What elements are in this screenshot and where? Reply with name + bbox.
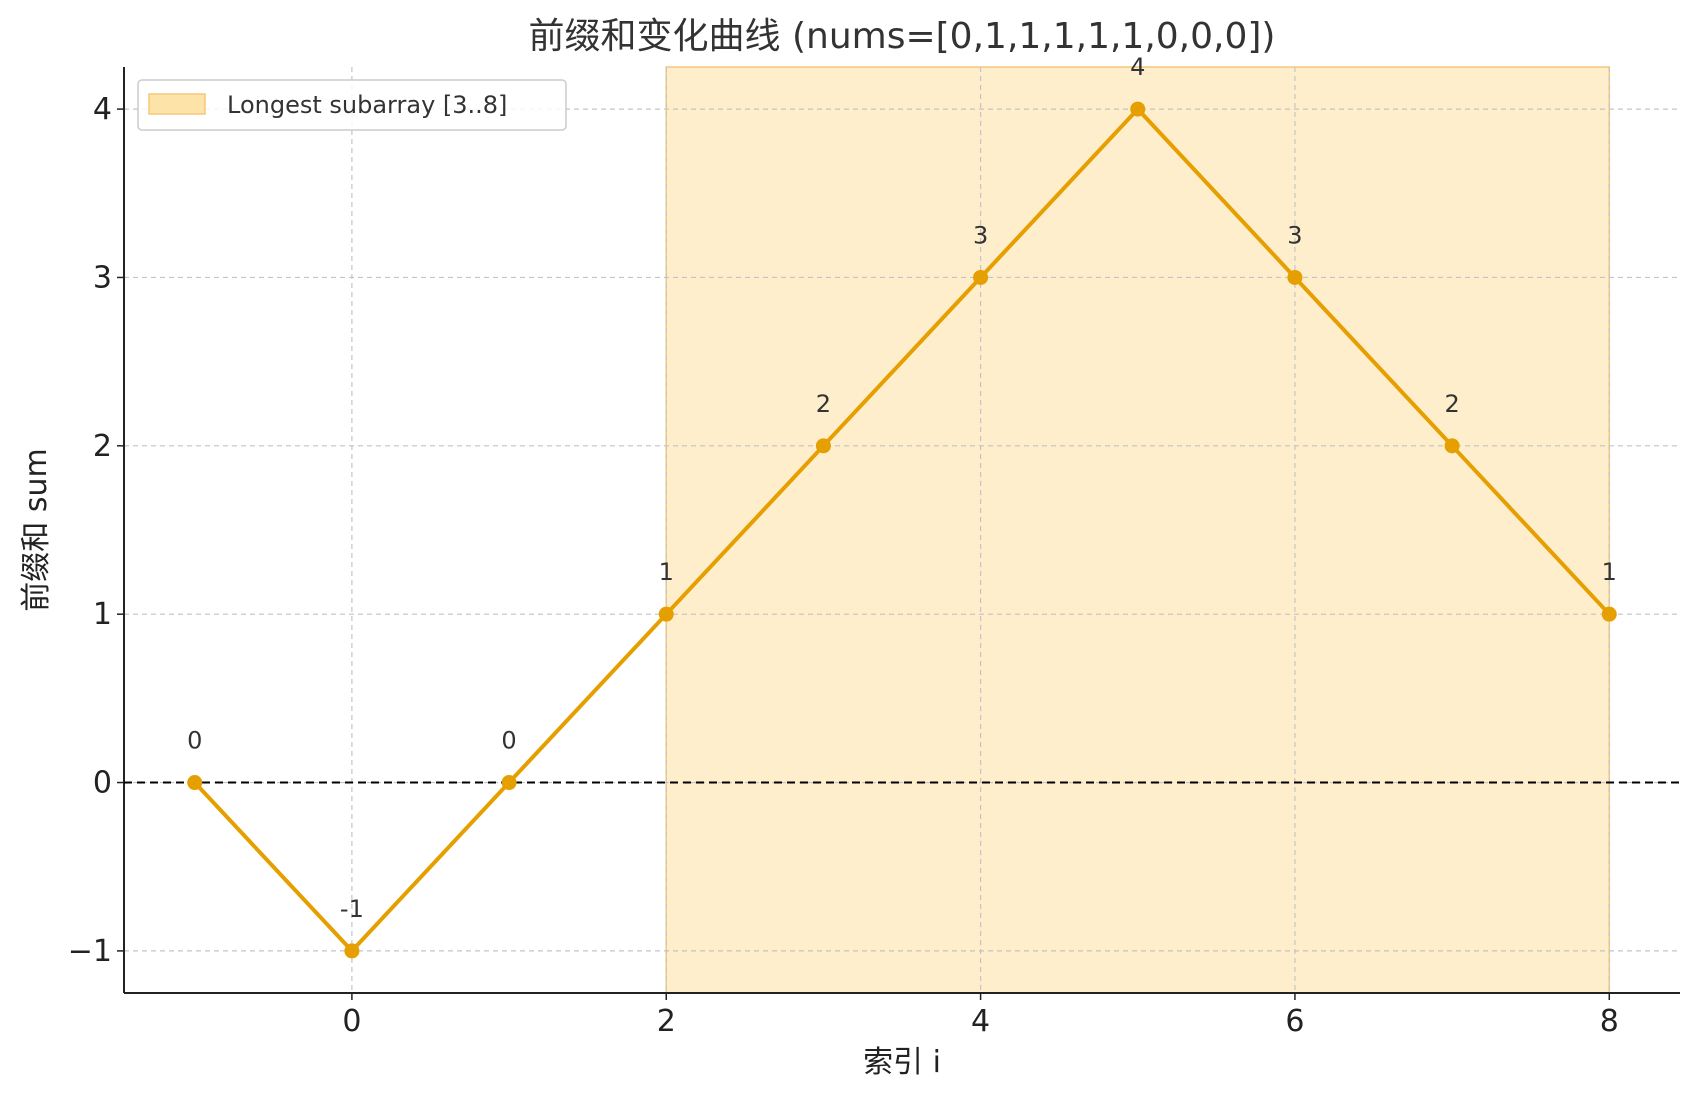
- axes-layer: 0 2 4 6 8 −1 0 1 2 3 4: [68, 67, 1680, 1039]
- highlight-layer: [665, 66, 1611, 994]
- data-label: 3: [973, 221, 988, 249]
- grid-layer: [124, 67, 1680, 993]
- x-tick-label: 2: [657, 1004, 676, 1039]
- y-tick-label: 4: [93, 92, 112, 127]
- data-label: 4: [1130, 53, 1145, 81]
- y-tick-label: 3: [93, 260, 112, 295]
- labels-layer: 0 -1 0 1 2 3 4 3 2 1: [187, 53, 1617, 923]
- data-label: 2: [816, 390, 831, 418]
- data-point: [658, 606, 674, 622]
- legend-swatch: [148, 93, 206, 115]
- data-label: 3: [1287, 221, 1302, 249]
- series-layer: [124, 101, 1680, 959]
- y-tick-label: 2: [93, 429, 112, 464]
- chart-title: 前缀和变化曲线 (nums=[0,1,1,1,1,1,0,0,0]): [529, 16, 1276, 57]
- x-tick-label: 8: [1600, 1004, 1619, 1039]
- legend-box: [137, 79, 567, 131]
- x-tick-label: 6: [1285, 1004, 1304, 1039]
- series-line: [193, 107, 1611, 953]
- data-point: [1444, 438, 1460, 454]
- y-tick-label: −1: [68, 934, 112, 969]
- y-tick-label: 1: [93, 597, 112, 632]
- x-tick-label: 4: [971, 1004, 990, 1039]
- x-axis-label: 索引 i: [863, 1045, 941, 1080]
- legend: Longest subarray [3..8]: [137, 79, 567, 131]
- y-tick-label: 0: [93, 766, 112, 801]
- data-point: [187, 775, 203, 791]
- data-point: [1130, 101, 1146, 117]
- data-label: 0: [187, 727, 202, 755]
- data-point: [1287, 269, 1303, 285]
- x-tick-label: 0: [342, 1004, 361, 1039]
- highlight-span: [665, 66, 1611, 994]
- data-label: 1: [659, 558, 674, 586]
- data-point: [501, 775, 517, 791]
- data-label: 0: [501, 727, 516, 755]
- data-label: -1: [340, 895, 364, 923]
- data-point: [815, 438, 831, 454]
- y-axis-label: 前缀和 sum: [19, 448, 54, 611]
- data-label: 1: [1602, 558, 1617, 586]
- legend-label: Longest subarray [3..8]: [227, 91, 507, 119]
- data-point: [344, 943, 360, 959]
- data-label: 2: [1444, 390, 1459, 418]
- data-point: [1601, 606, 1617, 622]
- data-point: [973, 269, 989, 285]
